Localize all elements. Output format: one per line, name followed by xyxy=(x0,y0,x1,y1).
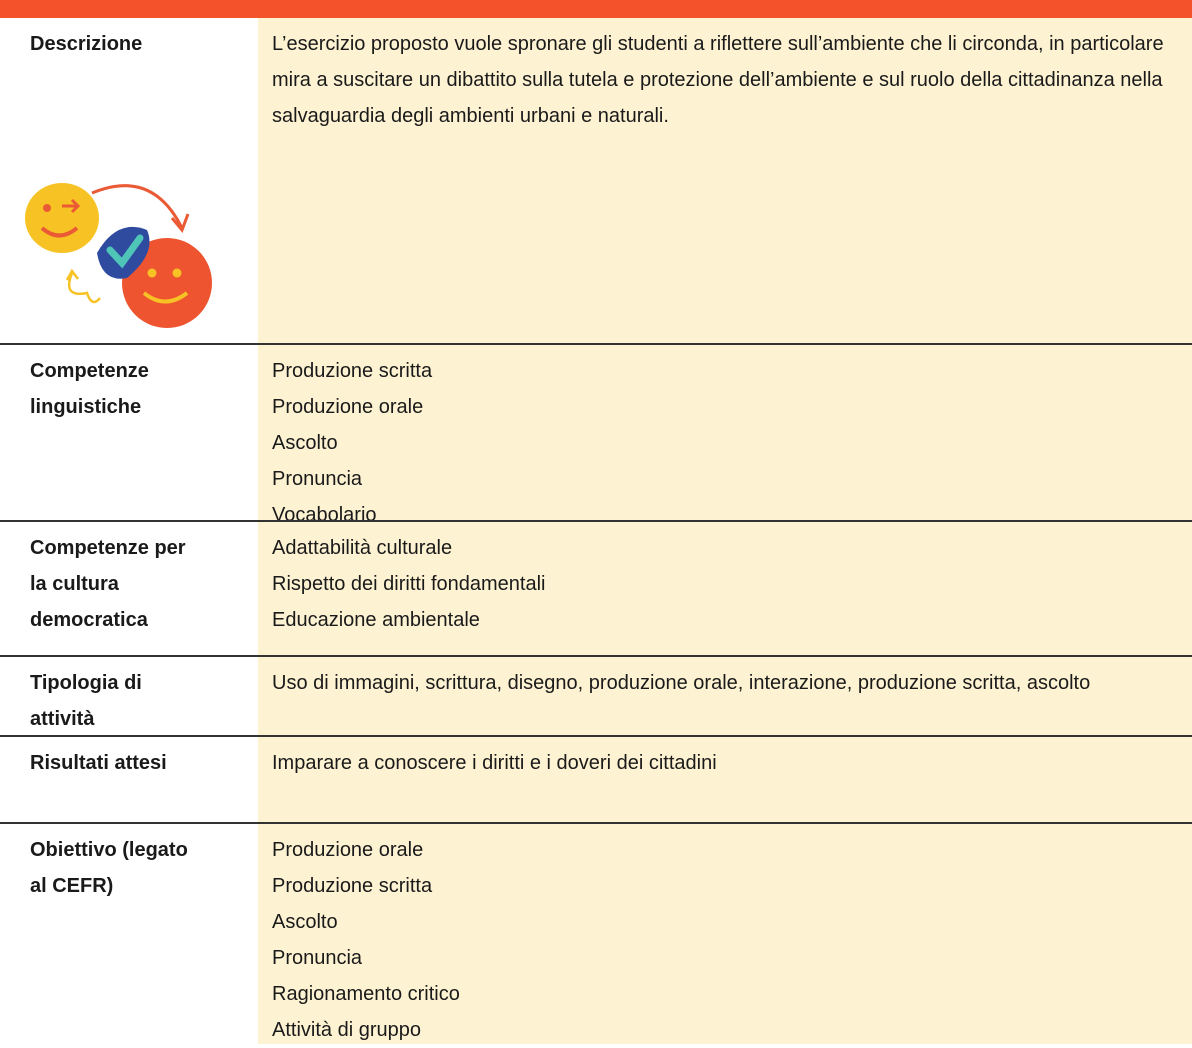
label-cell: Obiettivo (legato al CEFR) xyxy=(0,824,258,1044)
row-label: Risultati attesi xyxy=(30,752,167,774)
content-cell: Uso di immagini, scrittura, disegno, pro… xyxy=(258,657,1192,735)
table-row: Descrizione L’esercizio proposto vuole sp… xyxy=(0,18,1192,343)
content-line: Educazione ambientale xyxy=(272,609,480,631)
label-cell: Competenze linguistiche xyxy=(0,345,258,520)
content-line: Rispetto dei diritti fondamentali xyxy=(272,573,546,595)
row-content: Uso di immagini, scrittura, disegno, pro… xyxy=(272,665,1182,701)
illustration xyxy=(22,158,222,338)
row-label: Descrizione xyxy=(30,33,143,55)
content-cell: Produzione orale Produzione scritta Ascolt… xyxy=(258,824,1192,1044)
smiley-icon xyxy=(25,183,212,328)
label-cell: Descrizione xyxy=(0,18,258,343)
content-line: Pronuncia xyxy=(272,947,363,969)
content-line: Adattabilità culturale xyxy=(272,537,453,559)
row-label: Tipologia di attività xyxy=(30,672,142,730)
label-cell: Competenze per la cultura democratica xyxy=(0,522,258,655)
table-row: Tipologia di attività Uso di immagini, sc… xyxy=(0,655,1192,735)
label-cell: Tipologia di attività xyxy=(0,657,258,735)
table-row: Competenze linguistiche Produzione scritt… xyxy=(0,343,1192,526)
header-bar xyxy=(0,0,1192,18)
row-label: Obiettivo (legato al CEFR) xyxy=(30,839,188,897)
row-content: Imparare a conoscere i diritti e i dover… xyxy=(272,745,1182,781)
table-row: Obiettivo (legato al CEFR) Produzione ora… xyxy=(0,822,1192,1044)
content-cell: Produzione scritta Produzione orale Ascolt… xyxy=(258,345,1192,526)
row-content: Adattabilità culturale Rispetto dei dirit… xyxy=(272,530,1182,638)
content-line: Uso di immagini, scrittura, disegno, pro… xyxy=(272,672,1091,694)
content-line: Ascolto xyxy=(272,432,338,454)
row-content: L’esercizio proposto vuole spronare gli … xyxy=(272,26,1182,134)
content-line: Produzione scritta xyxy=(272,875,433,897)
content-line: Produzione orale xyxy=(272,396,424,418)
table-row: Competenze per la cultura democratica Ada… xyxy=(0,520,1192,655)
label-cell: Risultati attesi xyxy=(0,737,258,822)
row-label: Competenze linguistiche xyxy=(30,360,149,418)
content-line: Imparare a conoscere i diritti e i dover… xyxy=(272,752,717,774)
content-line: Ascolto xyxy=(272,911,338,933)
content-cell: Adattabilità culturale Rispetto dei dirit… xyxy=(258,522,1192,655)
table-row: Risultati attesi Imparare a conoscere i d… xyxy=(0,735,1192,822)
content-line: Ragionamento critico xyxy=(272,983,460,1005)
row-content: Produzione orale Produzione scritta Ascolt… xyxy=(272,832,1182,1048)
content-line: Produzione orale xyxy=(272,839,424,861)
content-cell: Imparare a conoscere i diritti e i dover… xyxy=(258,737,1192,822)
row-label: Competenze per la cultura democratica xyxy=(30,537,186,631)
content-cell: L’esercizio proposto vuole spronare gli … xyxy=(258,18,1192,343)
row-content: Produzione scritta Produzione orale Ascolt… xyxy=(272,353,1182,533)
content-line: Attività di gruppo xyxy=(272,1019,421,1041)
content-line: Pronuncia xyxy=(272,468,363,490)
content-line: L’esercizio proposto vuole spronare gli … xyxy=(272,33,1164,127)
content-line: Produzione scritta xyxy=(272,360,433,382)
